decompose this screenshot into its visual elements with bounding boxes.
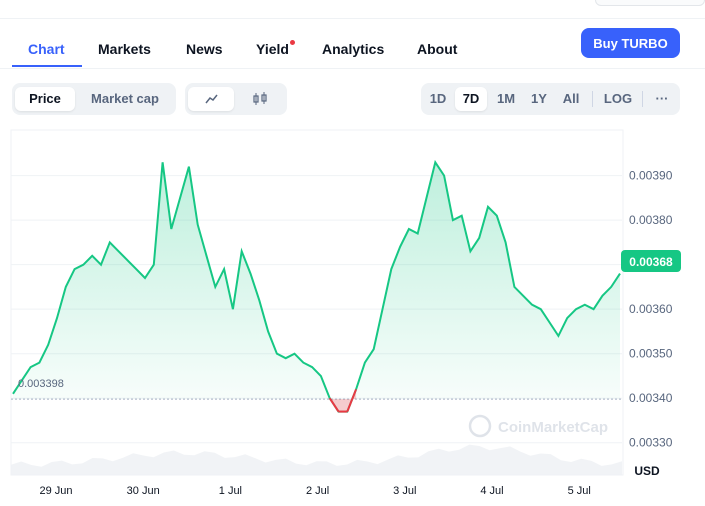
currency-label: USD — [634, 464, 660, 478]
price-below-baseline — [328, 388, 358, 413]
price-option[interactable]: Price — [15, 87, 75, 111]
volume-shape — [11, 444, 622, 475]
time-range-toggle: 1D 7D 1M 1Y All LOG ··· — [421, 83, 680, 115]
y-tick-label: 0.00340 — [629, 391, 673, 405]
tab-markets[interactable]: Markets — [98, 41, 151, 57]
price-segment-down — [328, 397, 340, 413]
price-segment-down — [346, 388, 358, 412]
watermark: CoinMarketCap — [468, 414, 608, 438]
chart-type-toggle — [185, 83, 287, 115]
y-tick-label: 0.00330 — [629, 436, 673, 450]
x-tick-label: 4 Jul — [480, 485, 503, 497]
baseline-label: 0.003398 — [18, 378, 64, 390]
range-all[interactable]: All — [562, 91, 580, 106]
tab-news[interactable]: News — [186, 41, 223, 57]
x-tick-label: 2 Jul — [306, 485, 329, 497]
current-price-bg — [621, 250, 681, 272]
current-price-badge: 0.00368 — [621, 250, 681, 272]
tab-about[interactable]: About — [417, 41, 458, 57]
volume-area — [11, 444, 622, 475]
tab-chart[interactable]: Chart — [28, 41, 65, 57]
range-1m[interactable]: 1M — [496, 91, 516, 106]
more-options-button[interactable]: ··· — [655, 91, 669, 106]
current-price-label: 0.00368 — [629, 255, 673, 269]
tab-yield[interactable]: Yield — [256, 41, 289, 57]
y-tick-label: 0.00390 — [629, 169, 673, 183]
range-7d[interactable]: 7D — [455, 87, 487, 111]
y-tick-label: 0.00350 — [629, 347, 673, 361]
x-tick-label: 3 Jul — [393, 485, 416, 497]
range-divider — [592, 91, 593, 107]
coinmarketcap-logo-icon — [468, 414, 492, 438]
price-line-series — [12, 159, 621, 413]
more-divider — [642, 91, 643, 107]
section-tabs: Chart Markets News Yield Analytics About — [0, 28, 705, 69]
y-tick-label: 0.00360 — [629, 302, 673, 316]
active-tab-indicator — [12, 65, 82, 67]
tab-analytics[interactable]: Analytics — [322, 41, 385, 57]
range-1y[interactable]: 1Y — [531, 91, 547, 106]
market-cap-option[interactable]: Market cap — [91, 91, 159, 106]
price-area-down — [338, 399, 348, 412]
x-tick-label: 29 Jun — [39, 485, 72, 497]
price-area-down — [329, 398, 339, 412]
x-tick-label: 5 Jul — [568, 485, 591, 497]
y-axis: 0.003900.003800.003700.003600.003500.003… — [629, 169, 673, 450]
price-area-fill — [13, 162, 620, 412]
price-area-down — [347, 389, 357, 412]
candlestick-icon[interactable] — [237, 87, 283, 111]
x-tick-label: 30 Jun — [127, 485, 160, 497]
watermark-text: CoinMarketCap — [498, 419, 608, 436]
y-tick-label: 0.00380 — [629, 213, 673, 227]
x-axis: 29 Jun 30 Jun 1 Jul 2 Jul 3 Jul 4 Jul 5 Jul — [39, 485, 590, 497]
log-scale-button[interactable]: LOG — [603, 91, 633, 106]
range-1d[interactable]: 1D — [429, 91, 447, 106]
line-chart-icon[interactable] — [188, 87, 234, 111]
buy-button[interactable]: Buy TURBO — [581, 28, 680, 58]
x-tick-label: 1 Jul — [219, 485, 242, 497]
price-marketcap-toggle: Price Market cap — [12, 83, 176, 115]
yield-notification-dot — [290, 40, 295, 45]
